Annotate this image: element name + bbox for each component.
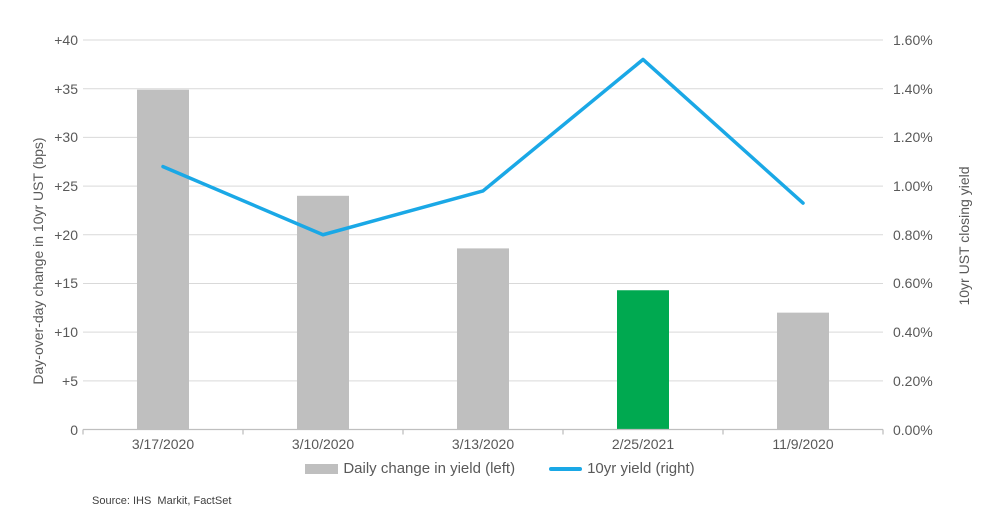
right-axis-tick-label: 0.40% [893, 324, 933, 341]
bar-3-17-2020 [137, 89, 189, 430]
x-axis-category-label: 11/9/2020 [772, 436, 834, 452]
right-axis-tick-label: 0.60% [893, 275, 933, 292]
left-axis-tick-label: +35 [54, 80, 78, 97]
right-axis-tick-label: 1.00% [893, 178, 933, 195]
line-series-swatch [549, 466, 583, 471]
left-axis-tick-label: +15 [54, 275, 78, 292]
x-axis-category-label: 2/25/2021 [611, 436, 675, 452]
source-attribution: Source: IHS Markit, FactSet [92, 495, 232, 507]
bar-series-legend-label: Daily change in yield (left) [343, 460, 516, 477]
left-axis-tick-label: +25 [54, 178, 78, 195]
bar-11-9-2020 [777, 312, 829, 430]
left-axis-tick-label: +20 [54, 226, 78, 243]
left-axis-title: Day-over-day change in 10yr UST (bps) [30, 137, 46, 385]
right-axis-tick-label: 1.60% [893, 32, 933, 48]
right-axis-tick-label: 0.80% [893, 226, 933, 243]
line-series-legend-label: 10yr yield (right) [587, 460, 695, 477]
bar-3-13-2020 [457, 248, 509, 430]
x-axis-category-label: 3/10/2020 [291, 436, 355, 452]
legend-item-bar-series: Daily change in yield (left) [305, 460, 515, 477]
x-axis-category-label: 3/13/2020 [451, 436, 515, 452]
yield-line [161, 57, 805, 237]
left-axis-tick-label: 0 [70, 421, 78, 438]
left-axis-tick-label: +10 [54, 324, 78, 341]
legend-item-line-series: 10yr yield (right) [549, 460, 695, 477]
bar-2-25-2021 [617, 290, 669, 430]
left-axis-tick-label: +40 [54, 32, 78, 48]
bar-series-swatch [305, 463, 339, 474]
right-axis-tick-label: 1.40% [893, 80, 933, 97]
left-axis-tick-label: +30 [54, 129, 78, 146]
left-axis-tick-label: +5 [62, 372, 78, 389]
x-axis-category-label: 3/17/2020 [131, 436, 195, 452]
right-axis-tick-label: 0.00% [893, 421, 933, 438]
legend: Daily change in yield (left) 10yr yield … [0, 460, 1000, 477]
right-axis-tick-label: 0.20% [893, 372, 933, 389]
right-axis-tick-label: 1.20% [893, 129, 933, 146]
